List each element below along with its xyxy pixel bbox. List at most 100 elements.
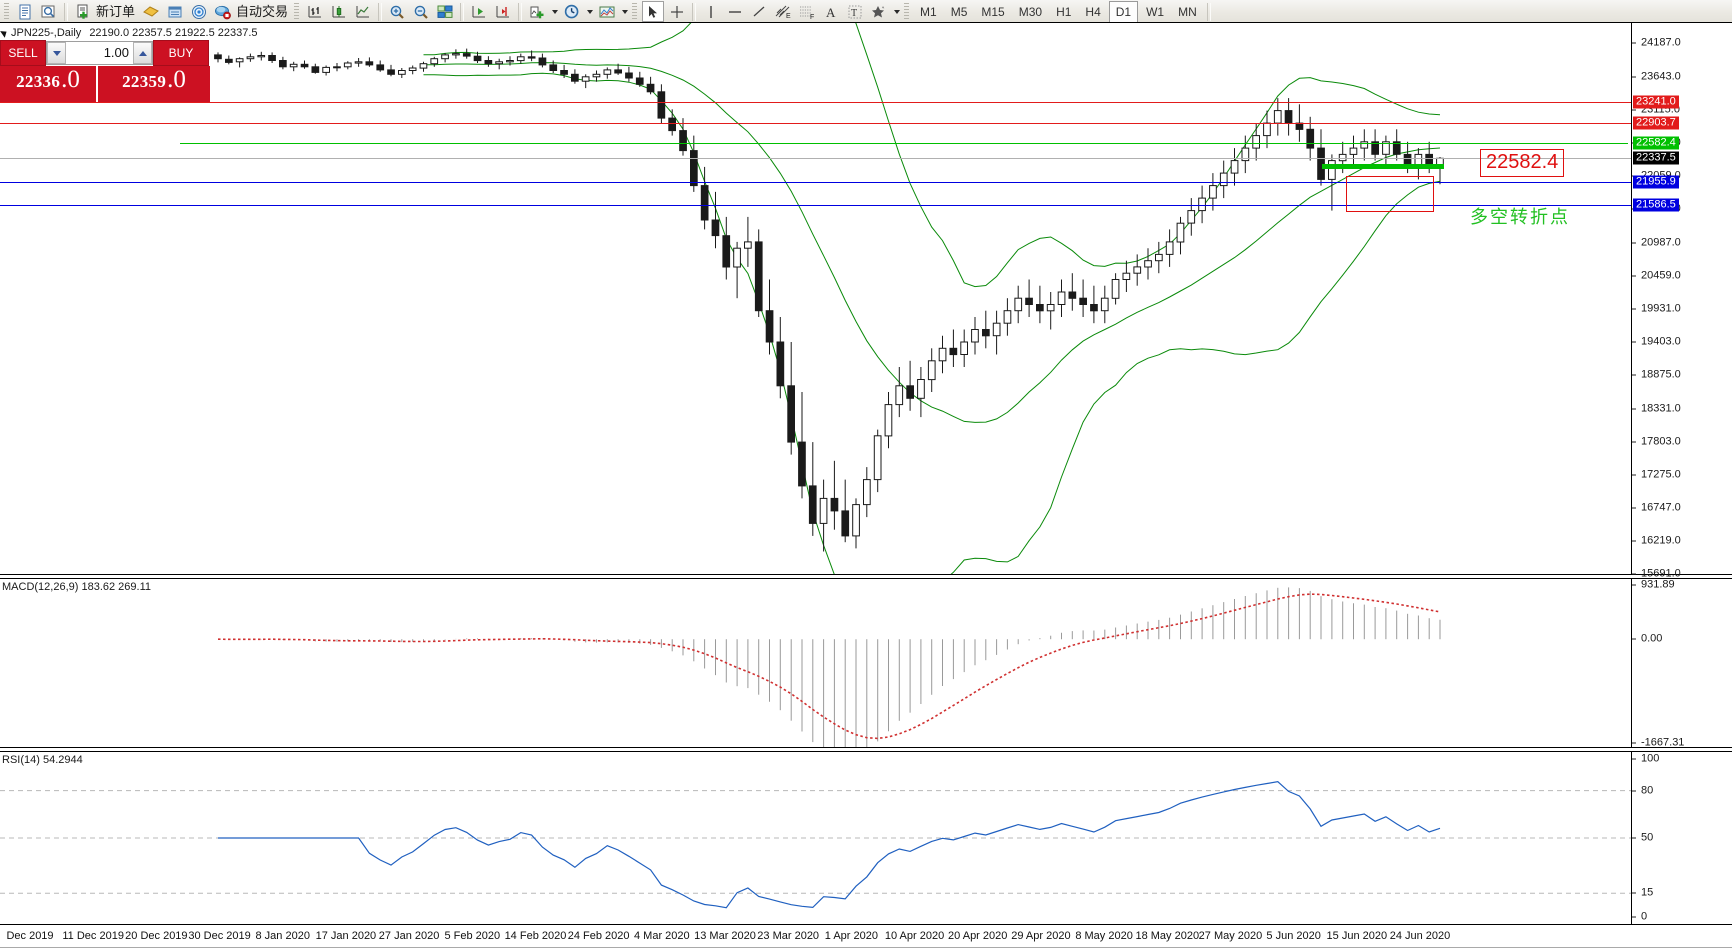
indicators-chevron-down-icon[interactable]: [549, 2, 560, 22]
horizontal-level-line[interactable]: [0, 122, 1631, 124]
market-watch-icon[interactable]: [164, 1, 186, 22]
candle: [581, 74, 590, 89]
candlestick-chart-icon[interactable]: [328, 1, 350, 22]
tile-windows-icon[interactable]: [434, 1, 456, 22]
toolbar-grip-3[interactable]: [632, 3, 638, 20]
fibonacci-retracement-icon[interactable]: F: [796, 1, 818, 22]
sell-price-integer: 22336: [16, 72, 61, 91]
macd-pane[interactable]: MACD(12,26,9) 183.62 269.11 931.89 0.00 -1…: [0, 578, 1732, 748]
macd-plot-area[interactable]: [0, 579, 1732, 747]
timeframe-h4[interactable]: H4: [1085, 4, 1101, 19]
timeframe-m30[interactable]: M30: [1018, 4, 1043, 19]
price-tick: 16219.0: [1632, 535, 1681, 546]
candle: [733, 241, 741, 299]
timeframe-m15[interactable]: M15: [981, 4, 1005, 19]
bar-chart-icon[interactable]: [304, 1, 326, 22]
auto-scroll-icon[interactable]: [492, 1, 514, 22]
horizontal-level-line[interactable]: [0, 205, 1631, 207]
line-chart-icon[interactable]: [352, 1, 374, 22]
candle: [462, 48, 471, 59]
toolbar-separator-4: [460, 2, 465, 21]
one-click-trading-panel[interactable]: SELL 1.00 BUY 22336 .0 22359 .0: [0, 40, 210, 102]
horizontal-line-icon[interactable]: [724, 1, 746, 22]
vertical-line-icon[interactable]: [700, 1, 722, 22]
candle: [365, 57, 374, 67]
timeframe-d1[interactable]: D1: [1108, 0, 1139, 23]
templates-chevron-down-icon[interactable]: [619, 2, 630, 22]
data-window-icon[interactable]: [38, 1, 60, 22]
yellow-diamond-icon[interactable]: [140, 1, 162, 22]
rsi-pane[interactable]: RSI(14) 54.2944 100 80 50 15 0: [0, 751, 1732, 925]
rsi-axis[interactable]: 100 80 50 15 0: [1631, 752, 1732, 924]
add-indicator-icon[interactable]: [526, 1, 548, 22]
sell-price[interactable]: 22336 .0: [0, 66, 96, 102]
candle: [1317, 129, 1325, 186]
sell-button[interactable]: SELL: [0, 40, 46, 66]
text-label-icon[interactable]: T: [844, 1, 866, 22]
radar-signals-icon[interactable]: [188, 1, 210, 22]
volume-increment-button[interactable]: [133, 42, 152, 64]
shapes-icon[interactable]: [868, 1, 890, 22]
candle: [1003, 298, 1012, 336]
candle: [960, 329, 968, 367]
horizontal-level-line[interactable]: [180, 142, 1628, 144]
zoom-out-icon[interactable]: [410, 1, 432, 22]
rsi-plot-area[interactable]: [0, 752, 1732, 924]
trendline-icon[interactable]: [748, 1, 770, 22]
templates-icon[interactable]: [596, 1, 618, 22]
timeframe-mn[interactable]: MN: [1178, 4, 1197, 19]
autotrading-icon[interactable]: [212, 1, 234, 22]
candle: [398, 68, 406, 78]
candle: [1241, 135, 1250, 174]
date-tick-label: 24 Jun 2020: [1389, 930, 1451, 942]
price-pane[interactable]: 22582.4 多空转折点 24187.023643.023115.022587…: [0, 22, 1732, 579]
macd-signal-line: [217, 593, 1441, 740]
clock-periods-icon[interactable]: [561, 1, 583, 22]
volume-stepper[interactable]: 1.00: [46, 41, 153, 65]
toolbar-grip[interactable]: [4, 3, 9, 20]
text-a-icon[interactable]: A: [820, 1, 842, 22]
new-order-button-icon[interactable]: [72, 1, 94, 22]
periods-chevron-down-icon[interactable]: [584, 2, 595, 22]
horizontal-level-line[interactable]: [0, 101, 1631, 103]
equidistant-channel-icon[interactable]: E: [772, 1, 794, 22]
timeframe-m1[interactable]: M1: [920, 4, 937, 19]
horizontal-level-line[interactable]: [0, 182, 1631, 184]
timeframe-h1[interactable]: H1: [1056, 4, 1072, 19]
candle: [1273, 98, 1282, 136]
zoom-in-icon[interactable]: [386, 1, 408, 22]
horizontal-level-line[interactable]: [0, 158, 1631, 160]
timeframe-w1[interactable]: W1: [1146, 4, 1165, 19]
date-axis[interactable]: Dec 2019 11 Dec 2019 20 Dec 2019 30 Dec 201…: [0, 926, 1732, 948]
buy-button[interactable]: BUY: [153, 40, 209, 66]
price-tick: 23115.0: [1632, 104, 1680, 115]
candle: [214, 52, 222, 63]
timeframe-m5[interactable]: M5: [950, 4, 968, 19]
candle: [473, 51, 482, 63]
buy-price[interactable]: 22359 .0: [96, 66, 210, 102]
candle: [884, 392, 893, 449]
new-order-label[interactable]: 新订单: [96, 3, 136, 19]
macd-axis[interactable]: 931.89 0.00 -1667.31: [1631, 579, 1732, 748]
crosshair-icon[interactable]: [666, 1, 688, 22]
candle: [1100, 285, 1109, 324]
price-tick: 24187.0: [1632, 37, 1681, 48]
volume-decrement-button[interactable]: [47, 42, 66, 64]
toolbar-grip-4[interactable]: [904, 3, 910, 20]
date-tick-label: 4 Mar 2020: [633, 930, 690, 942]
shapes-chevron-down-icon[interactable]: [891, 2, 902, 22]
candle: [787, 342, 795, 455]
autotrading-label[interactable]: 自动交易: [236, 3, 289, 19]
date-tick-label: 27 May 2020: [1198, 930, 1263, 942]
chart-collapse-arrow-icon[interactable]: [0, 27, 9, 38]
new-order-doc-icon[interactable]: [14, 1, 36, 22]
volume-input[interactable]: 1.00: [66, 42, 133, 64]
price-axis[interactable]: 24187.023643.023115.022587.022059.021531…: [1631, 23, 1732, 579]
candle: [1252, 123, 1261, 161]
resistance-line-tag-1: 23241.0: [1633, 95, 1679, 109]
candle: [906, 360, 914, 411]
chart-shift-icon[interactable]: [468, 1, 490, 22]
cursor-arrow-icon[interactable]: [642, 1, 665, 22]
price-plot-area[interactable]: [0, 23, 1732, 574]
toolbar-grip-2[interactable]: [294, 3, 300, 20]
